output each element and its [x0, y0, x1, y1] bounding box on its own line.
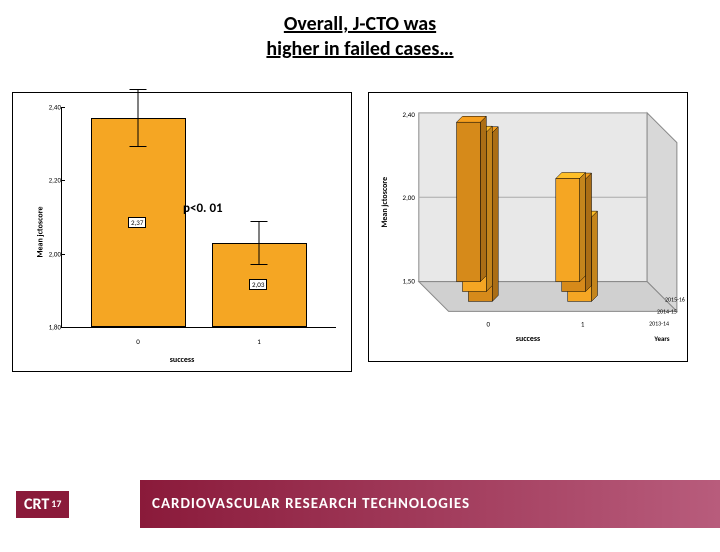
left-chart-yaxis: 1,802,002,202,40: [43, 107, 61, 327]
right-chart-bar-side: [586, 173, 592, 291]
left-chart-panel: Mean jctoscore 1,802,002,202,40 2,372,03…: [12, 92, 352, 372]
left-ytick: 2,20: [49, 176, 61, 185]
left-chart-xlabel: success: [13, 355, 351, 365]
right-chart-bar-side: [492, 127, 498, 302]
crt-logo: CRT17: [0, 480, 140, 528]
crt-logo-box: CRT17: [16, 491, 69, 518]
left-chart-plot: 2,37 2,03: [61, 107, 336, 327]
p-value-label: p<0. 01: [183, 201, 223, 216]
right-chart-sidewall: [647, 113, 677, 312]
right-x2-tick: 2015-16: [665, 295, 685, 303]
crt-logo-text: CRT: [24, 495, 49, 514]
right-chart-svg: 2,40 2,00 1,50 Mean jctoscore 0 1 succes…: [369, 93, 687, 361]
title-line1: Overall, J-CTO was: [284, 12, 436, 36]
left-chart-errorbar: [259, 221, 260, 265]
left-ytick-mark: [61, 327, 65, 328]
right-chart-bar-side: [580, 173, 586, 282]
right-chart-panel: 2,40 2,00 1,50 Mean jctoscore 0 1 succes…: [368, 92, 688, 362]
right-ytick: 2,00: [403, 193, 416, 202]
footer-banner: CRT17 CARDIOVASCULAR RESEARCH TECHNOLOGI…: [0, 480, 720, 528]
crt-logo-year: 17: [51, 497, 61, 510]
right-x2-tick: 2014-15: [657, 307, 677, 315]
footer-band-text: CARDIOVASCULAR RESEARCH TECHNOLOGIES: [152, 495, 470, 513]
right-chart-bar: [556, 178, 580, 281]
footer-band: CARDIOVASCULAR RESEARCH TECHNOLOGIES: [140, 480, 720, 528]
right-x2-tick: 2013-14: [649, 319, 669, 327]
right-ytick: 1,50: [403, 277, 416, 286]
left-chart-xaxis-line: [61, 327, 336, 328]
left-ytick: 2,00: [49, 249, 61, 258]
right-chart-floor: [419, 282, 677, 312]
right-chart-bar-side: [480, 116, 486, 281]
left-chart-xaxis: 01: [61, 337, 336, 349]
left-ytick: 2,40: [49, 103, 61, 112]
title-line2: higher in failed cases…: [266, 37, 453, 61]
left-ytick-mark: [61, 254, 65, 255]
left-ytick-mark: [61, 107, 65, 108]
right-ytick: 2,40: [403, 110, 416, 119]
left-ytick-mark: [61, 180, 65, 181]
left-chart-errorbar: [138, 89, 139, 148]
right-x1-tick: 1: [581, 319, 585, 328]
right-chart-xlabel1: success: [516, 334, 540, 344]
right-chart-xlabel2: Years: [653, 334, 669, 343]
left-xtick: 1: [257, 337, 261, 346]
charts-row: Mean jctoscore 1,80 2,00 2,20 2,40 2,37 2,03…: [12, 92, 708, 372]
left-chart-value-label: 2,37: [128, 217, 146, 228]
left-chart-value-label: 2,03: [249, 279, 267, 290]
right-chart-bar-side: [486, 126, 492, 291]
right-x1-tick: 0: [487, 319, 491, 328]
left-xtick: 0: [136, 337, 140, 346]
slide-title: Overall, J-CTO was higher in failed case…: [0, 12, 720, 62]
right-chart-bar-side: [592, 211, 598, 301]
right-chart-bar: [457, 122, 481, 281]
right-chart-ylabel: Mean jctoscore: [380, 177, 390, 228]
left-ytick: 1,80: [49, 323, 61, 332]
